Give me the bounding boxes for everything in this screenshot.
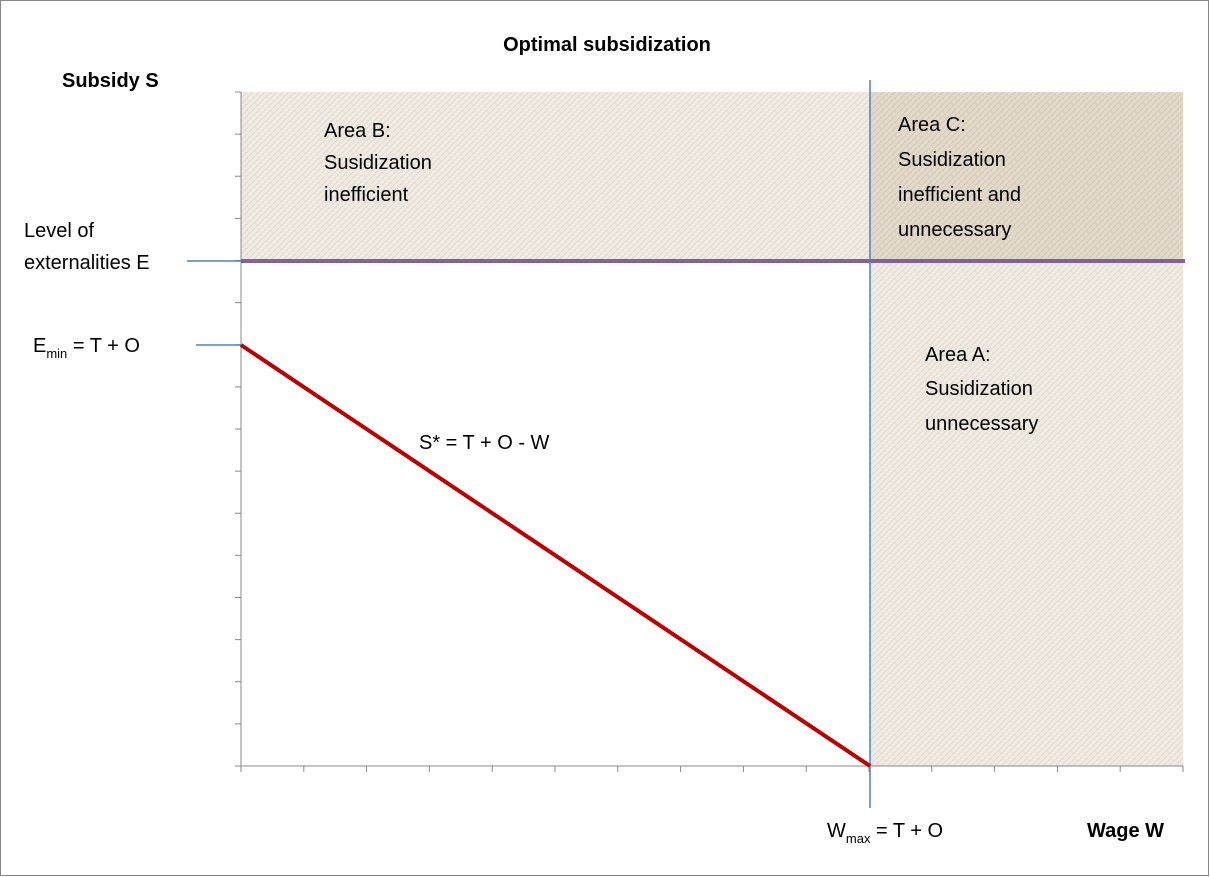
area-label: Area B: [324,120,391,142]
area-label: Susidization [925,378,1033,400]
area-label: inefficient and [898,184,1021,206]
externalities-label: Level of [24,220,94,242]
x-axis-label: Wage W [1087,820,1164,842]
line-label: S* = T + O - W [419,432,550,454]
area-labels: Area B: Susidization inefficient Area C:… [324,114,1038,435]
optimal-subsidy-line [239,343,872,768]
emin-label: Emin = T + O [33,335,140,361]
area-a [870,261,1183,766]
area-label: Susidization [324,152,432,174]
area-c [870,92,1183,261]
area-label: inefficient [324,184,409,206]
area-label: Area C: [898,114,966,136]
externalities-label: externalities E [24,252,150,274]
area-label: Area A: [925,344,991,366]
wmax-label: Wmax = T + O [827,820,943,846]
title: Optimal subsidization [503,34,711,56]
area-b [241,92,870,261]
axes [235,91,1184,772]
area-label: unnecessary [898,219,1011,241]
area-label: unnecessary [925,413,1038,435]
y-axis-label: Subsidy S [62,70,159,92]
area-label: Susidization [898,149,1006,171]
